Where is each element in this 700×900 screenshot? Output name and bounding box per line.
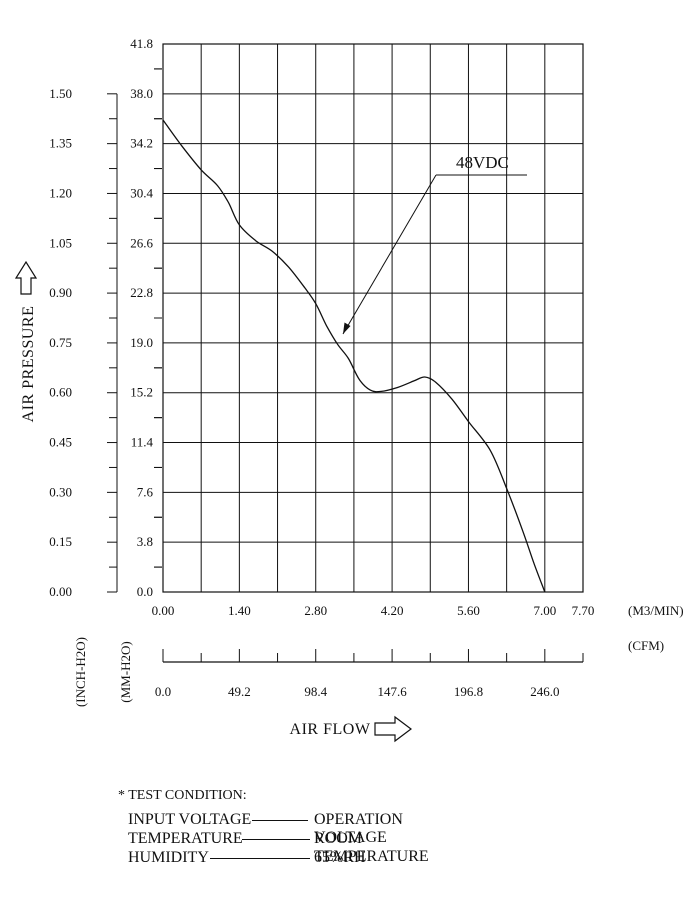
series-leader-line xyxy=(342,174,437,335)
y-tick-label-mm: 26.6 xyxy=(130,235,153,250)
x-tick-label-cfm: 49.2 xyxy=(228,684,251,699)
condition-value: ROOM TEMPERATURE xyxy=(314,830,429,865)
y-tick-label-mm: 15.2 xyxy=(130,385,153,400)
condition-key: HUMIDITY xyxy=(128,849,209,866)
y-tick-label-inch: 0.30 xyxy=(49,484,72,499)
series-label-48vdc: 48VDC xyxy=(456,153,509,172)
series-line-48vdc xyxy=(162,119,546,593)
condition-key: INPUT VOLTAGE xyxy=(128,811,252,828)
y-tick-label-mm: 0.0 xyxy=(137,584,153,599)
x-tick-label-cfm: 147.6 xyxy=(377,684,407,699)
up-arrow-icon xyxy=(14,260,38,295)
x-tick-label-m3min: 0.00 xyxy=(152,603,175,618)
x-tick-label-cfm: 98.4 xyxy=(304,684,327,699)
y-tick-label-inch: 1.05 xyxy=(49,235,72,250)
y-tick-label-inch: 1.20 xyxy=(49,185,72,200)
x-tick-label-m3min: 4.20 xyxy=(381,603,404,618)
x-tick-label-m3min: 2.80 xyxy=(304,603,327,618)
y-tick-label-mm: 7.6 xyxy=(137,484,154,499)
x-axis-title: AIR FLOW xyxy=(290,721,371,738)
x-tick-label-m3min: 7.70 xyxy=(572,603,595,618)
condition-key: TEMPERATURE xyxy=(128,830,243,847)
condition-dash xyxy=(242,839,310,840)
y-tick-label-mm: 19.0 xyxy=(130,335,153,350)
condition-value: 65%RH xyxy=(314,849,366,866)
y-tick-label-mm: 38.0 xyxy=(130,86,153,101)
y-tick-label-inch: 0.75 xyxy=(49,335,72,350)
y-tick-label-inch: 0.60 xyxy=(49,385,72,400)
right-arrow-icon xyxy=(374,715,412,743)
y-unit-inch-h2o: (INCH-H2O) xyxy=(73,637,88,707)
leader-arrow-head xyxy=(343,322,351,334)
x-unit-m3min: (M3/MIN) xyxy=(628,603,684,618)
y-tick-label-inch: 0.90 xyxy=(49,285,72,300)
plot-frame xyxy=(162,43,584,593)
test-condition-title: * TEST CONDITION: xyxy=(118,788,247,803)
test-condition-row: HUMIDITY 65%RH xyxy=(128,849,468,867)
y-tick-label-inch: 1.50 xyxy=(49,86,72,101)
y-tick-label-inch: 1.35 xyxy=(49,136,72,151)
y-tick-label-inch: 0.45 xyxy=(49,435,72,450)
y-tick-label-mm: 3.8 xyxy=(137,534,153,549)
x-tick-label-m3min: 7.00 xyxy=(533,603,556,618)
condition-dash xyxy=(252,820,308,821)
y-tick-label-mm: 41.8 xyxy=(130,36,153,51)
y-tick-label-inch: 0.00 xyxy=(49,584,72,599)
x-tick-label-m3min: 5.60 xyxy=(457,603,480,618)
condition-dash xyxy=(210,858,310,859)
x-tick-label-cfm: 196.8 xyxy=(454,684,483,699)
x-tick-label-cfm: 0.0 xyxy=(155,684,171,699)
y-tick-label-mm: 22.8 xyxy=(130,285,153,300)
test-condition-row: TEMPERATURE ROOM TEMPERATURE xyxy=(128,830,468,865)
x-tick-label-m3min: 1.40 xyxy=(228,603,251,618)
condition-value: OPERATION VOLTAGE xyxy=(314,811,403,846)
y-axis-title: AIR PRESSURE xyxy=(20,306,37,423)
y-tick-label-inch: 0.15 xyxy=(49,534,72,549)
y-unit-mm-h2o: (MM-H2O) xyxy=(118,641,133,702)
y-tick-label-mm: 30.4 xyxy=(130,185,153,200)
test-condition-row: INPUT VOLTAGE OPERATION VOLTAGE xyxy=(128,811,468,846)
y-tick-label-mm: 11.4 xyxy=(131,435,154,450)
x-unit-cfm: (CFM) xyxy=(628,638,664,653)
x-tick-label-cfm: 246.0 xyxy=(530,684,559,699)
y-tick-label-mm: 34.2 xyxy=(130,136,153,151)
